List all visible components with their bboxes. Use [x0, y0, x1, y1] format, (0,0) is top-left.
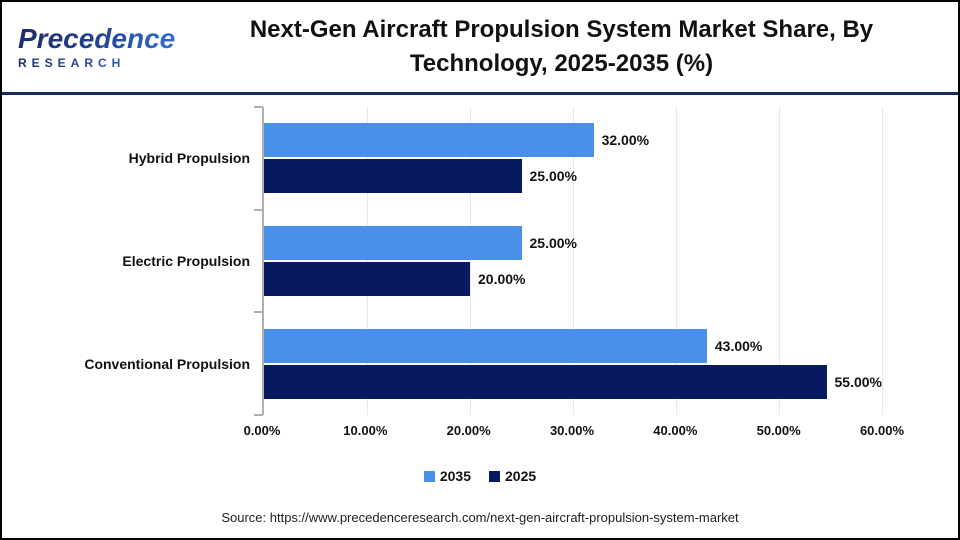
y-axis-tick — [254, 208, 263, 211]
plot-area: 32.00% 25.00% 25.00% 20.00% 43.00% 55.00% — [254, 106, 883, 416]
bar-row: 32.00% — [264, 123, 882, 158]
bar-value-label: 43.00% — [714, 337, 763, 354]
x-tick-label: 50.00% — [756, 423, 801, 438]
gridline — [470, 107, 471, 415]
header-divider — [2, 92, 958, 95]
legend-item-2035: 2035 — [423, 468, 471, 484]
chart-area: Hybrid Propulsion Electric Propulsion Conv… — [2, 95, 958, 536]
bar-value-label: 32.00% — [601, 132, 650, 149]
category-label: Hybrid Propulsion — [128, 150, 250, 167]
legend-label: 2025 — [505, 468, 537, 484]
bar-2025 — [264, 364, 827, 399]
legend-swatch-icon — [489, 470, 500, 482]
gridline — [573, 107, 574, 415]
x-tick-label: 30.00% — [549, 423, 595, 438]
bar-row: 55.00% — [264, 364, 882, 399]
category-axis: Hybrid Propulsion Electric Propulsion Conv… — [2, 107, 250, 415]
bar-row: 25.00% — [264, 225, 882, 260]
bar-2025 — [264, 261, 470, 296]
y-axis-tick — [254, 414, 263, 416]
bar-value-label: 20.00% — [478, 270, 526, 287]
bar-value-label: 25.00% — [529, 234, 577, 251]
legend-label: 2035 — [439, 468, 471, 484]
bar-group: 43.00% 55.00% — [264, 312, 882, 415]
bar-group: 32.00% 25.00% — [264, 107, 882, 210]
bar-2025 — [264, 159, 522, 194]
y-axis-tick — [254, 311, 263, 314]
gridline — [882, 107, 883, 415]
x-tick-label: 10.00% — [343, 423, 388, 438]
page-title: Next-Gen Aircraft Propulsion System Mark… — [249, 16, 874, 77]
legend-swatch-icon — [423, 470, 435, 482]
logo-brand-text: Precedence — [18, 23, 176, 54]
gridline — [367, 107, 368, 415]
x-axis: 0.00% 10.00% 20.00% 30.00% 40.00% 50.00% 60.00… — [244, 423, 904, 441]
gridline — [779, 107, 780, 415]
precedence-logo: Precedence RESEARCH — [2, 23, 177, 70]
legend: 2035 2025 — [2, 468, 958, 484]
category-label: Electric Propulsion — [122, 252, 250, 269]
x-tick-label: 20.00% — [446, 423, 491, 438]
source-text: Source: https://www.precedenceresearch.c… — [221, 510, 739, 525]
category-label: Conventional Propulsion — [84, 355, 250, 372]
x-tick-label: 60.00% — [859, 423, 905, 438]
gridline — [676, 107, 677, 415]
header: Precedence RESEARCH Next-Gen Aircraft Pr… — [2, 2, 958, 92]
bar-row: 20.00% — [264, 261, 882, 296]
bar-2035 — [264, 123, 594, 158]
bar-row: 43.00% — [264, 328, 882, 363]
title-wrap: Next-Gen Aircraft Propulsion System Mark… — [177, 13, 958, 81]
legend-item-2025: 2025 — [489, 468, 536, 484]
logo-sub-text: RESEARCH — [18, 57, 177, 69]
bar-value-label: 55.00% — [834, 373, 882, 390]
bar-value-label: 25.00% — [529, 168, 577, 185]
x-tick-label: 0.00% — [243, 423, 281, 438]
bar-row: 25.00% — [264, 159, 882, 194]
x-tick-label: 40.00% — [653, 423, 698, 438]
bar-2035 — [264, 328, 707, 363]
y-axis-tick — [254, 106, 263, 108]
bar-group: 25.00% 20.00% — [264, 210, 882, 313]
bar-2035 — [264, 225, 522, 260]
